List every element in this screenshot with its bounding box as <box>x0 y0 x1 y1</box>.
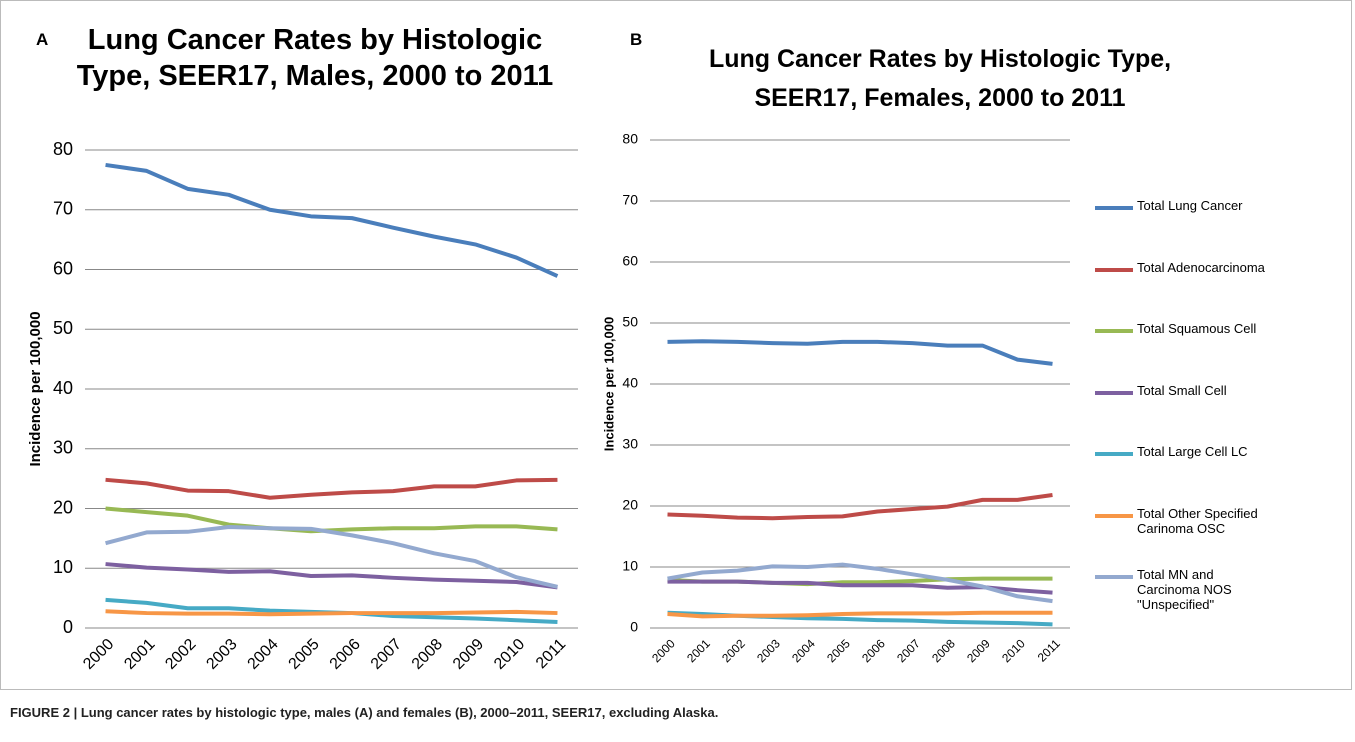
y-tick-label: 80 <box>622 131 638 147</box>
panel-label: A <box>36 30 49 49</box>
x-tick-label: 2008 <box>409 636 446 673</box>
x-tick-label: 2001 <box>121 636 158 673</box>
x-tick-label: 2005 <box>286 636 323 673</box>
series-line <box>667 493 1053 521</box>
x-tick-label: 2000 <box>80 636 117 673</box>
x-tick-label: 2010 <box>999 636 1028 665</box>
x-tick-label: 2009 <box>450 636 487 673</box>
x-tick-label: 2011 <box>1035 636 1063 664</box>
series-line <box>105 609 558 617</box>
y-tick-label: 10 <box>53 557 73 577</box>
legend-label: Total Squamous Cell <box>1137 321 1257 336</box>
y-tick-label: 60 <box>53 258 73 278</box>
legend-swatch <box>1095 206 1133 210</box>
y-tick-label: 20 <box>53 497 73 517</box>
legend-item: Total Adenocarcinoma <box>1095 260 1280 322</box>
legend-label: Total Large Cell LC <box>1137 444 1248 459</box>
y-tick-label: 20 <box>622 497 638 513</box>
legend-item: Total Squamous Cell <box>1095 321 1280 383</box>
legend-label: Total MN and Carcinoma NOS "Unspecified" <box>1137 567 1232 612</box>
y-tick-label: 30 <box>622 436 638 452</box>
series-line <box>667 339 1053 366</box>
frame <box>0 0 1352 690</box>
series-line <box>667 610 1053 619</box>
x-tick-label: 2004 <box>789 636 818 665</box>
legend-swatch <box>1095 267 1133 272</box>
x-tick-label: 2003 <box>203 636 240 673</box>
panel-label: B <box>630 30 643 49</box>
x-tick-label: 2002 <box>719 636 748 665</box>
y-tick-label: 10 <box>622 558 638 574</box>
legend-label: Total Adenocarcinoma <box>1137 259 1265 275</box>
legend-swatch <box>1095 575 1133 579</box>
y-tick-label: 50 <box>622 314 638 330</box>
x-tick-label: 2002 <box>162 636 199 673</box>
legend-swatch <box>1095 390 1133 395</box>
y-tick-label: 0 <box>63 617 73 637</box>
x-tick-label: 2008 <box>929 636 958 665</box>
legend-label: Total Other Specified Carinoma OSC <box>1137 505 1258 536</box>
x-tick-label: 2004 <box>244 636 281 673</box>
legend-item: Total Lung Cancer <box>1095 198 1280 260</box>
legend-item: Total Small Cell <box>1095 383 1280 445</box>
legend: Total Lung Cancer Total Adenocarcinoma Tot… <box>1095 198 1280 629</box>
y-axis-label: Incidence per 100,000 <box>27 311 44 466</box>
x-tick-label: 2010 <box>491 636 528 673</box>
legend-swatch <box>1095 513 1133 518</box>
y-tick-label: 50 <box>53 318 73 338</box>
series-line <box>105 525 558 589</box>
legend-item: Total Large Cell LC <box>1095 444 1280 506</box>
x-tick-label: 2007 <box>368 636 405 673</box>
y-tick-label: 70 <box>622 192 638 208</box>
legend-item: Total MN and Carcinoma NOS "Unspecified" <box>1095 567 1280 629</box>
y-tick-label: 40 <box>622 375 638 391</box>
series-line <box>105 162 559 278</box>
caption: FIGURE 2 | Lung cancer rates by histolog… <box>10 705 719 720</box>
legend-swatch <box>1095 452 1133 456</box>
chart-title: Lung Cancer Rates by Histologic Type, SE… <box>708 45 1172 112</box>
x-tick-label: 2006 <box>327 636 364 673</box>
x-tick-label: 2006 <box>859 636 888 665</box>
legend-swatch <box>1095 329 1133 333</box>
x-tick-label: 2011 <box>533 636 569 672</box>
y-axis-label: Incidence per 100,000 <box>601 317 616 451</box>
x-tick-label: 2009 <box>964 636 993 665</box>
y-tick-label: 70 <box>53 199 73 219</box>
chart-title: Lung Cancer Rates by Histologic Type, SE… <box>76 24 554 93</box>
legend-label: Total Small Cell <box>1137 382 1227 398</box>
x-tick-label: 2003 <box>754 636 783 665</box>
legend-label: Total Lung Cancer <box>1137 198 1243 213</box>
series-line <box>105 506 558 534</box>
series-line <box>667 562 1053 604</box>
y-tick-label: 80 <box>53 139 73 159</box>
x-tick-label: 2007 <box>894 636 923 665</box>
y-tick-label: 40 <box>53 378 73 398</box>
x-tick-label: 2001 <box>684 636 713 665</box>
series-line <box>105 562 558 590</box>
y-tick-label: 60 <box>622 253 638 269</box>
legend-item: Total Other Specified Carinoma OSC <box>1095 506 1280 568</box>
x-tick-label: 2000 <box>649 636 678 665</box>
x-tick-label: 2005 <box>824 636 853 665</box>
y-tick-label: 30 <box>53 438 73 458</box>
series-line <box>105 477 558 500</box>
y-tick-label: 0 <box>630 619 638 635</box>
